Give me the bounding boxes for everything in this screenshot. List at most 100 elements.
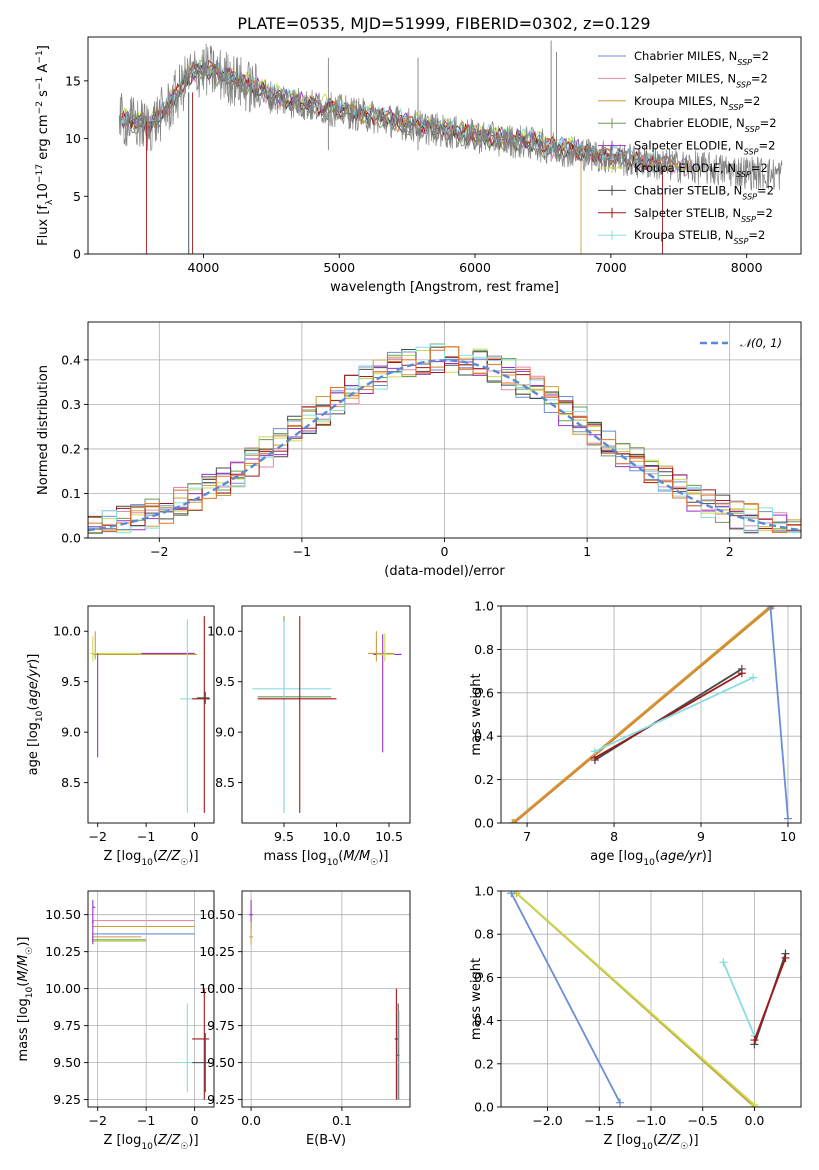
age_vs_mass-plot [252,616,402,813]
x-tick-label: −2 [88,829,106,844]
weight-age-marker [510,819,519,823]
y-tick-label: 10.0 [207,624,235,639]
spectrum-plot [118,40,783,254]
age_vs_Z-plot [90,616,211,813]
x-tick-label: −2 [150,544,168,559]
spectrum-legend: Chabrier MILES, NSSP=2 Salpeter MILES, NS… [598,49,777,246]
weight-Z-marker [615,1098,624,1107]
x-tick-label: 10.0 [323,829,351,844]
x-tick-label: 4000 [188,260,220,275]
data-layer [88,40,801,1107]
x-tick-label: 0.0 [241,1113,261,1128]
y-tick-label: 0.6 [474,970,494,985]
weight_vs_age-plot [501,606,801,823]
legend-entry: Kroupa ELODIE, NSSP=2 [634,161,768,179]
y-tick-label: 10 [65,131,81,146]
x-axis-label: wavelength [Angstrom, rest frame] [330,280,559,295]
weight-Z-marker [507,891,516,898]
x-tick-label: 8000 [731,260,763,275]
weight-age-line [769,608,789,819]
y-tick-label: 0.3 [61,397,81,412]
y-tick-label: 15 [65,73,81,88]
y-tick-label: 1.0 [474,884,494,899]
normal-curve [88,359,801,532]
weight-age-line [513,606,773,823]
y-tick-label: 10.50 [45,907,81,922]
y-tick-label: 0 [73,247,81,262]
x-tick-label: −1 [137,1113,155,1128]
legend-entry: Salpeter STELIB, NSSP=2 [634,206,773,224]
x-axis-label: (data-model)/error [384,564,505,579]
y-axis-label: Flux [fλ10−17 erg cm−2 s−1 A−1] [35,45,55,246]
x-tick-label: 9 [697,829,705,844]
x-tick-label: 0 [191,1113,199,1128]
y-tick-label: 0.2 [474,1056,494,1071]
weight-Z-marker [750,1100,759,1107]
y-axis-label: mass weight [469,673,484,755]
weight-Z-line [722,961,756,1037]
mass_vs_Z-frame [87,890,215,1108]
y-tick-label: 10.25 [45,944,81,959]
spectrum-frame [87,36,802,255]
y-tick-label: 9.0 [61,725,81,740]
legend-entry: Kroupa MILES, NSSP=2 [634,94,760,112]
x-axis-label: Z [log10(Z/Z☉)] [103,849,198,868]
x-tick-label: 7 [523,829,531,844]
weight-age-marker [508,819,517,823]
y-tick-label: 0.4 [61,352,81,367]
y-tick-label: 9.5 [61,674,81,689]
x-tick-label: 0 [441,544,449,559]
y-axis-label: age [log10(age/yr)] [26,654,45,776]
y-tick-label: 10.00 [45,981,81,996]
y-tick-label: 9.25 [207,1092,235,1107]
legend-entry: Salpeter MILES, NSSP=2 [634,71,768,89]
y-tick-label: 10.25 [199,944,235,959]
x-axis-label: Z [log10(Z/Z☉)] [603,1133,698,1152]
x-tick-label: 2 [726,544,734,559]
weight_vs_Z-plot [501,891,801,1107]
y-tick-label: 9.50 [53,1055,81,1070]
x-tick-label: 10.5 [375,829,403,844]
y-tick-label: 9.0 [215,725,235,740]
weight-age-marker [737,669,746,678]
weight-age-line [594,668,743,761]
y-tick-label: 0.0 [474,816,494,831]
y-tick-label: 0.2 [474,772,494,787]
x-tick-label: −1.5 [584,1113,614,1128]
y-tick-label: 0.4 [474,1013,494,1028]
residual-histogram [88,343,801,538]
x-tick-label: −1 [293,544,311,559]
mass_vs_ebv-plot [242,891,410,1107]
legend-entry: Kroupa STELIB, NSSP=2 [634,228,765,246]
y-tick-label: 0.0 [61,531,81,546]
weight-Z-marker [719,958,728,967]
x-tick-label: −0.5 [688,1113,718,1128]
y-axis-label: mass weight [469,958,484,1040]
age_vs_mass-frame [241,605,411,824]
x-tick-label: −1.0 [636,1113,666,1128]
x-tick-label: −2 [88,1113,106,1128]
weight-Z-marker [750,1036,759,1045]
residual-histogram [88,346,801,538]
x-axis-label: age [log10(age/yr)] [590,849,712,868]
y-tick-label: 0.4 [474,729,494,744]
x-tick-label: 10 [780,829,796,844]
x-tick-label: −1 [137,829,155,844]
weight-Z-line [513,891,756,1106]
y-tick-label: 10.00 [199,981,235,996]
y-tick-label: 0.2 [61,441,81,456]
x-tick-label: 9.5 [274,829,294,844]
legend-entry: 𝒩(0, 1) [740,336,782,350]
x-tick-label: 1 [583,544,591,559]
y-tick-label: 1.0 [474,599,494,614]
weight-age-marker [590,747,599,756]
y-tick-label: 0.6 [474,685,494,700]
weight-Z-marker [781,953,790,962]
y-tick-label: 9.75 [207,1018,235,1033]
legend-entry: Salpeter ELODIE, NSSP=2 [634,139,775,157]
observed-spectrum [118,43,783,191]
y-tick-label: 5 [73,189,81,204]
y-tick-label: 0.1 [61,486,81,501]
y-axis-label: mass [log10(M/M☉)] [16,937,35,1062]
